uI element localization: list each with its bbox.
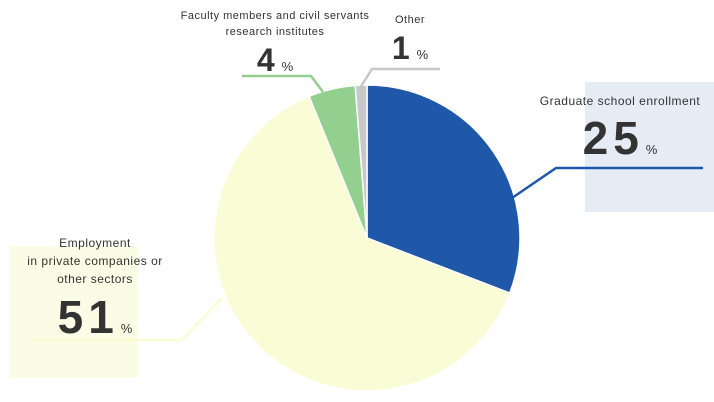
pie-slice-employment <box>213 95 511 392</box>
faculty-label: Faculty members and civil servants resea… <box>175 8 375 87</box>
leader-lines <box>32 67 703 342</box>
graduate-label-unit: % <box>645 142 658 157</box>
employment-label-line2: in private companies or <box>27 254 163 268</box>
graduate-label-name: Graduate school enrollment <box>539 94 701 108</box>
leader-line-other <box>358 67 440 89</box>
faculty-label-line2: research institutes <box>225 26 325 38</box>
employment-label-line1: Employment <box>59 236 131 250</box>
other-label: Other 1% <box>360 12 460 75</box>
other-label-name: Other <box>394 14 425 26</box>
other-label-value: 1 <box>391 30 415 66</box>
leader-line-graduate <box>511 166 703 200</box>
faculty-label-value: 4 <box>256 42 280 78</box>
graduate-label-value: 25 <box>582 112 644 164</box>
other-label-unit: % <box>416 47 429 62</box>
pie-slices <box>213 84 521 392</box>
faculty-label-unit: % <box>281 59 294 74</box>
faculty-label-line1: Faculty members and civil servants <box>180 10 370 22</box>
employment-label: Employment in private companies or other… <box>10 234 180 358</box>
employment-label-line3: other sectors <box>57 272 133 286</box>
leader-line-faculty <box>242 74 324 93</box>
employment-label-value: 51 <box>57 291 119 343</box>
employment-label-background <box>10 246 138 378</box>
graduate-label-background <box>585 82 714 212</box>
employment-label-unit: % <box>120 321 133 336</box>
graduate-label: Graduate school enrollment 25% <box>520 92 714 178</box>
pie-slice-graduate <box>366 84 521 295</box>
leader-line-employment <box>32 297 223 342</box>
